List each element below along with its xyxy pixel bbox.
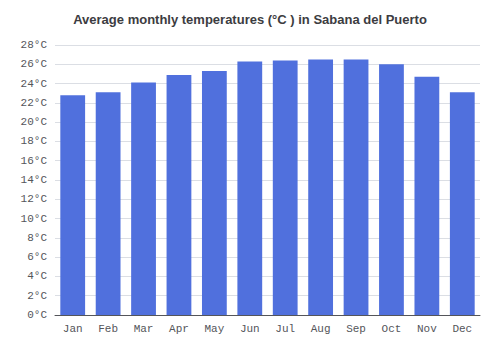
svg-text:26°C: 26°C [21, 58, 48, 70]
svg-text:28°C: 28°C [21, 39, 48, 51]
svg-text:Feb: Feb [98, 323, 118, 335]
svg-text:12°C: 12°C [21, 193, 48, 205]
svg-text:Average monthly temperatures (: Average monthly temperatures (°C ) in Sa… [73, 12, 427, 27]
svg-text:24°C: 24°C [21, 78, 48, 90]
svg-text:8°C: 8°C [27, 232, 47, 244]
svg-text:Nov: Nov [417, 323, 437, 335]
svg-text:6°C: 6°C [27, 251, 47, 263]
svg-text:22°C: 22°C [21, 97, 48, 109]
svg-text:16°C: 16°C [21, 155, 48, 167]
svg-text:14°C: 14°C [21, 174, 48, 186]
svg-text:Jan: Jan [63, 323, 83, 335]
svg-text:4°C: 4°C [27, 270, 47, 282]
svg-text:Apr: Apr [169, 323, 189, 335]
svg-text:10°C: 10°C [21, 213, 48, 225]
svg-text:Jul: Jul [275, 323, 295, 335]
svg-text:Jun: Jun [240, 323, 260, 335]
svg-text:0°C: 0°C [27, 309, 47, 321]
svg-text:Mar: Mar [134, 323, 154, 335]
svg-text:18°C: 18°C [21, 135, 48, 147]
svg-text:May: May [204, 323, 224, 335]
svg-text:Oct: Oct [382, 323, 402, 335]
svg-text:Sep: Sep [346, 323, 366, 335]
svg-text:Aug: Aug [311, 323, 331, 335]
svg-text:2°C: 2°C [27, 290, 47, 302]
svg-text:20°C: 20°C [21, 116, 48, 128]
svg-text:Dec: Dec [452, 323, 472, 335]
